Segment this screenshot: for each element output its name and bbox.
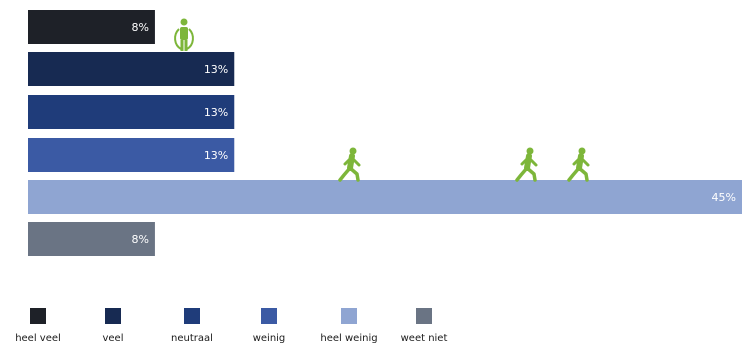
legend-label-heel-weinig: heel weinig [320,333,377,343]
legend-label-veel: veel [102,333,123,343]
bar-weet-niet [28,222,155,256]
legend-label-weinig: weinig [253,333,286,343]
legend-swatch-heel-weinig [341,308,357,324]
person-walking-icon [515,147,538,182]
bar-value-label: 8% [131,21,148,34]
legend-swatch-weinig [261,308,277,324]
bar-value-label: 8% [131,233,148,246]
legend-swatch-neutraal [184,308,200,324]
bar-heel-veel [28,10,155,44]
person-walking-icon [567,147,590,182]
legend-swatch-veel [105,308,121,324]
bar-value-label: 13% [204,106,228,119]
legend-label-neutraal: neutraal [171,333,213,343]
legend: heel veel veel neutraal weinig heel weinig we… [15,308,447,343]
bar-value-label: 13% [204,149,228,162]
legend-swatch-weet-niet [416,308,432,324]
legend-label-weet-niet: weet niet [401,333,448,343]
person-walking-icon [338,147,361,182]
person-standing-icon [174,18,194,51]
legend-label-heel-veel: heel veel [15,333,61,343]
figures-group [174,18,590,182]
bar-value-label: 45% [712,191,736,204]
bar-veel [28,52,235,86]
bar-neutraal [28,95,235,129]
bar-value-label: 13% [204,63,228,76]
legend-swatch-heel-veel [30,308,46,324]
bar-heel-weinig [28,180,742,214]
bar-weinig [28,138,235,172]
bars-group: 8% 13% 13% 13% 45% 8% [28,10,742,256]
